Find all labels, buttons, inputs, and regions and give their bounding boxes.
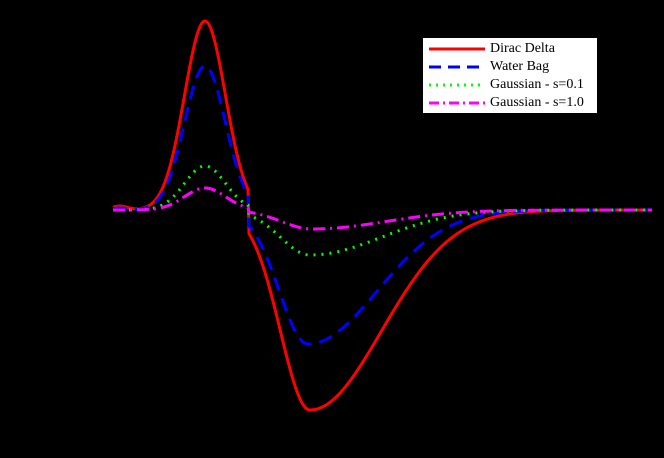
solid-line-icon xyxy=(429,47,485,51)
legend-item-water-bag: Water Bag xyxy=(423,58,597,76)
series-line-gaussian-s-1-0 xyxy=(113,186,652,231)
legend-label: Water Bag xyxy=(490,59,550,74)
dotted-line-icon xyxy=(429,83,485,87)
legend-item-dirac-delta: Dirac Delta xyxy=(423,40,597,58)
legend-item-gaussian-s10: Gaussian - s=1.0 xyxy=(423,94,597,112)
dashdot-line-icon xyxy=(429,101,485,105)
dashed-line-icon xyxy=(429,65,485,69)
legend-item-gaussian-s01: Gaussian - s=0.1 xyxy=(423,76,597,94)
legend-label: Gaussian - s=0.1 xyxy=(490,77,584,92)
chart-legend: Dirac Delta Water Bag Gaussian - s=0.1 G… xyxy=(422,37,598,114)
legend-label: Gaussian - s=1.0 xyxy=(490,95,584,110)
legend-label: Dirac Delta xyxy=(490,41,555,56)
